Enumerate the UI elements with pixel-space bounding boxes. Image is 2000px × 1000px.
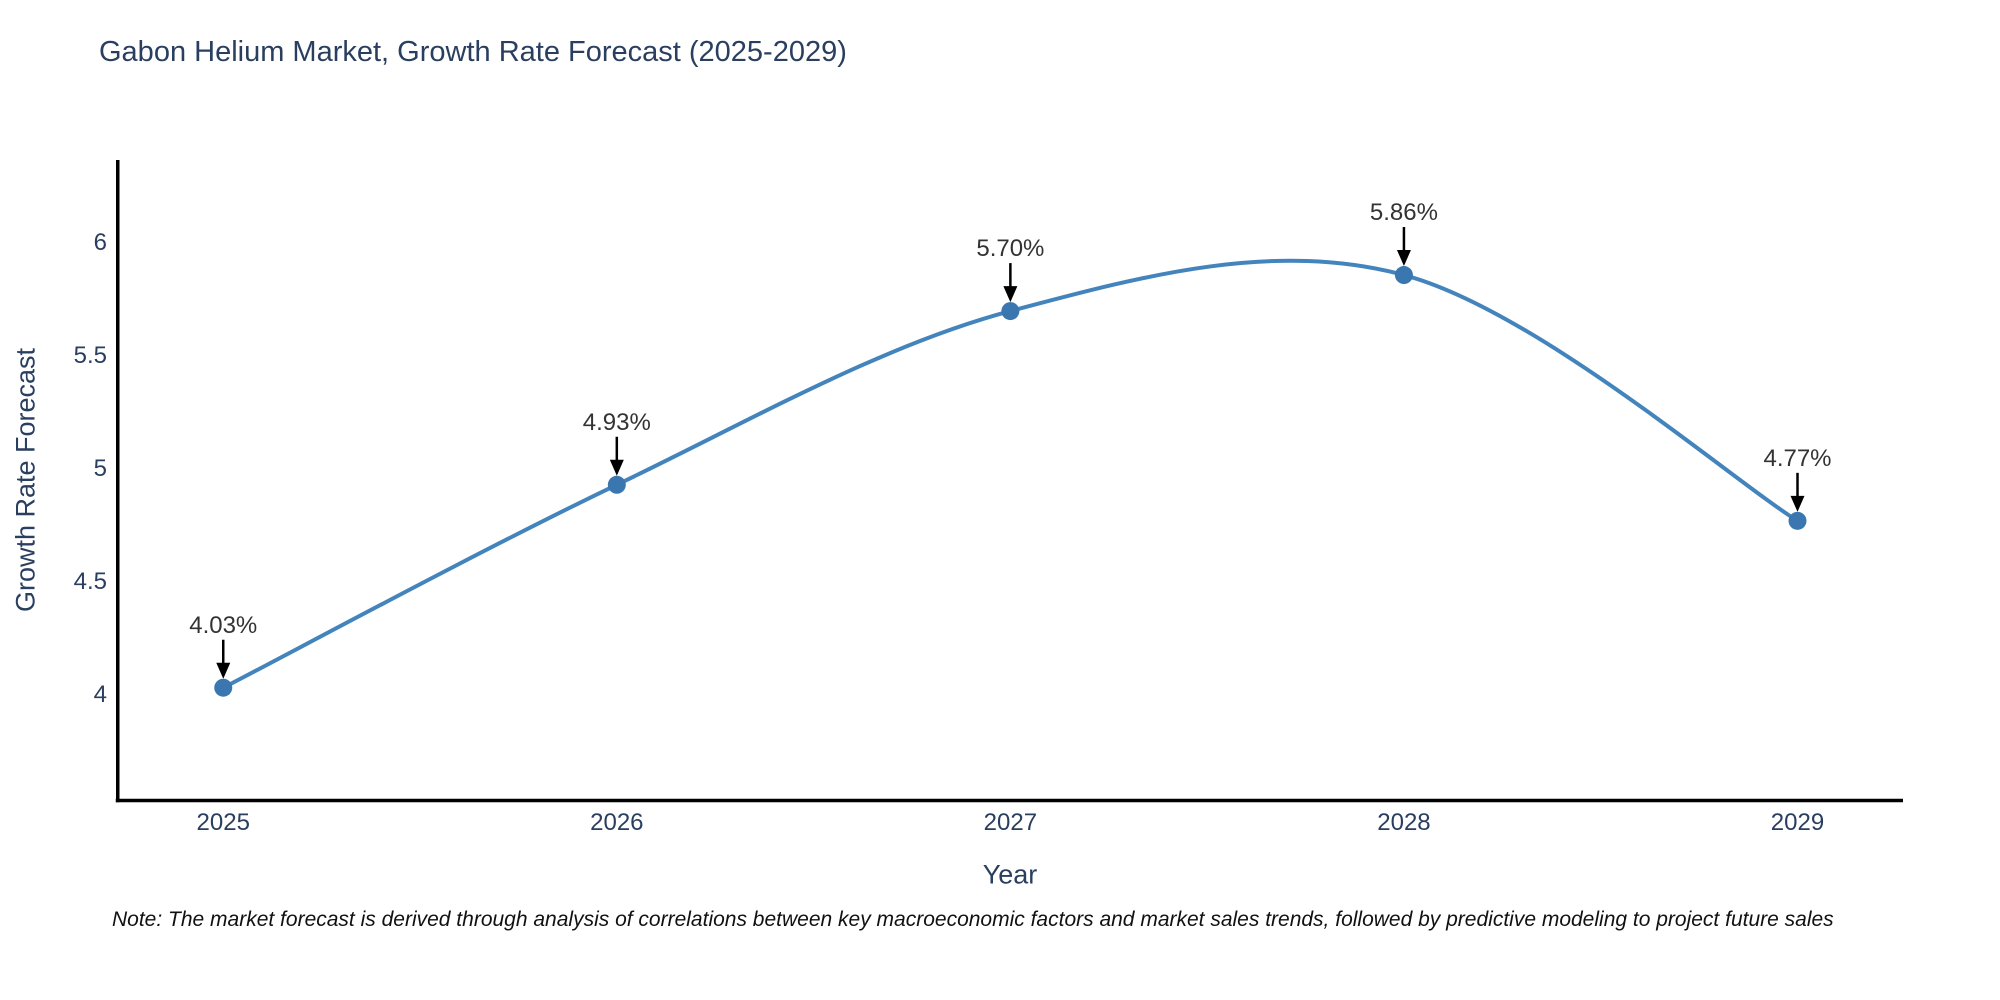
- y-tick-label: 4.5: [73, 567, 107, 595]
- x-tick-label: 2028: [1377, 809, 1431, 836]
- annotation-label: 4.03%: [189, 611, 258, 639]
- x-tick-label: 2029: [1770, 809, 1825, 836]
- footnote: Note: The market forecast is derived thr…: [112, 908, 1834, 931]
- annotation-label: 5.86%: [1369, 199, 1438, 227]
- annotation-arrowhead: [216, 662, 231, 679]
- y-tick-label: 4: [93, 680, 107, 708]
- chart-title: Gabon Helium Market, Growth Rate Forecas…: [99, 36, 847, 68]
- annotation-label: 4.77%: [1763, 444, 1832, 472]
- annotation-arrowhead: [1790, 495, 1805, 512]
- y-tick-label: 5: [93, 454, 107, 482]
- data-point-marker: [1001, 302, 1020, 321]
- y-tick-label: 6: [93, 229, 107, 257]
- x-tick-label: 2026: [590, 809, 644, 836]
- x-axis-title: Year: [982, 859, 1038, 890]
- trend-line: [221, 258, 1800, 690]
- data-point-marker: [1788, 511, 1807, 530]
- data-point-marker: [607, 475, 626, 494]
- y-tick-label: 5.5: [73, 342, 107, 370]
- annotation-arrowhead: [1003, 286, 1018, 303]
- annotation-arrowhead: [609, 459, 624, 476]
- x-tick-label: 2025: [196, 809, 250, 836]
- data-point-marker: [1394, 266, 1413, 285]
- annotation-arrowhead: [1396, 250, 1411, 267]
- annotation-label: 5.70%: [976, 235, 1045, 263]
- annotation-label: 4.93%: [582, 408, 651, 436]
- data-point-marker: [214, 678, 233, 697]
- x-tick-label: 2027: [983, 809, 1038, 836]
